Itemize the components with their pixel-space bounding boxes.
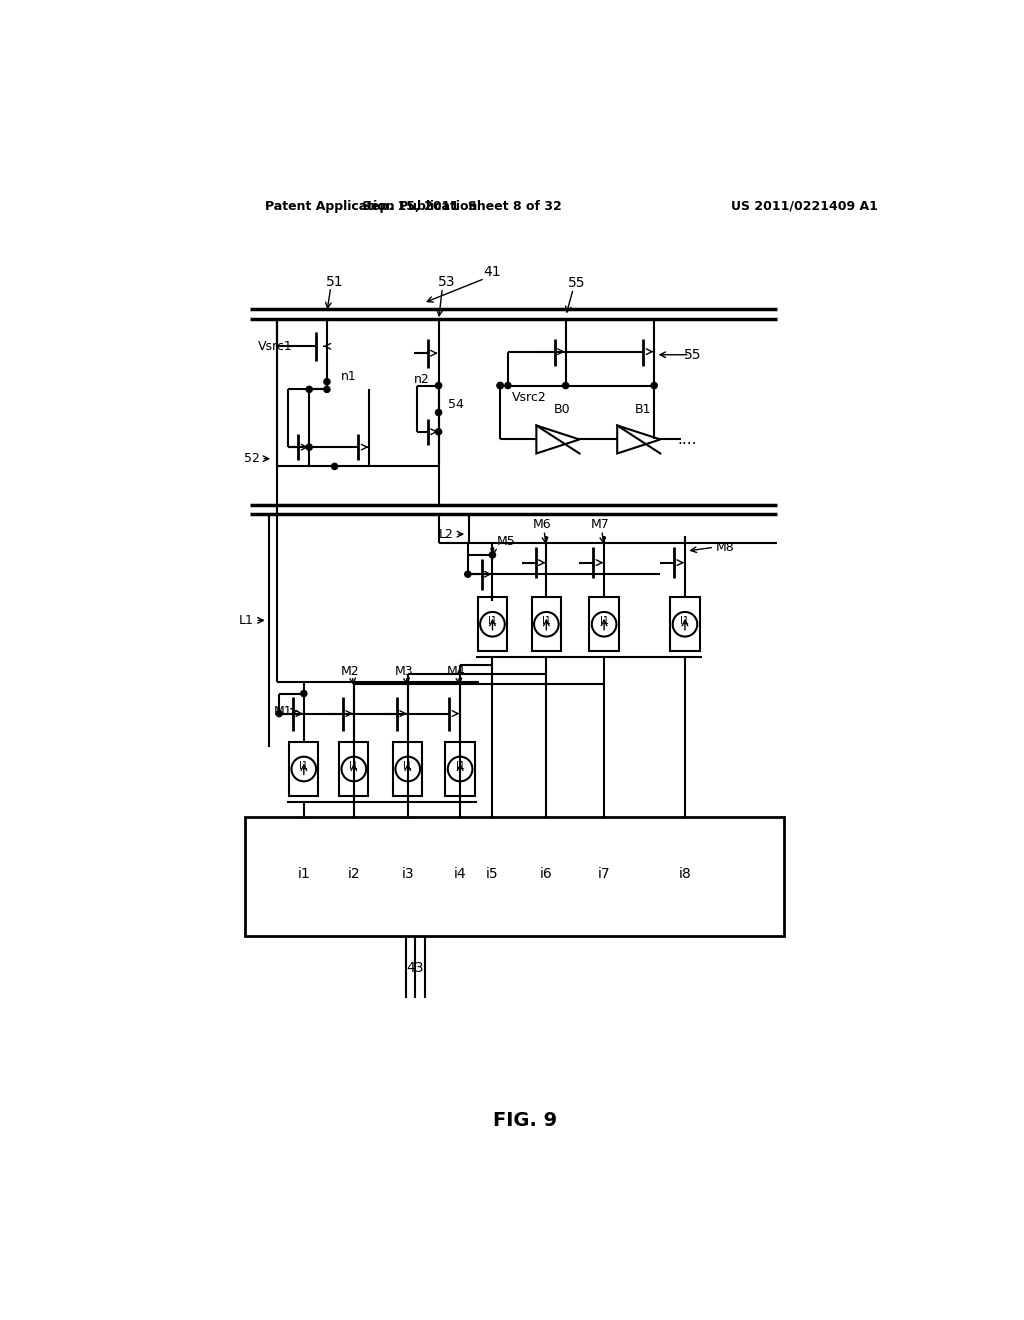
Text: M7: M7 — [591, 519, 609, 532]
Text: I1: I1 — [299, 760, 308, 771]
Text: 54: 54 — [447, 399, 464, 412]
Text: Vsrc1: Vsrc1 — [258, 339, 293, 352]
Text: i3: i3 — [401, 867, 414, 882]
Text: I1: I1 — [681, 616, 689, 626]
Text: 51: 51 — [326, 275, 343, 289]
Text: Patent Application Publication: Patent Application Publication — [265, 199, 477, 213]
Text: i2: i2 — [347, 867, 360, 882]
Text: 55: 55 — [684, 347, 701, 362]
Circle shape — [324, 379, 330, 385]
Bar — [531, 597, 561, 651]
Bar — [590, 597, 618, 651]
Text: B0: B0 — [553, 403, 570, 416]
Text: I1: I1 — [488, 616, 497, 626]
Text: I1: I1 — [349, 760, 358, 771]
Bar — [245, 817, 783, 936]
Text: Vsrc2: Vsrc2 — [512, 391, 547, 404]
Text: 55: 55 — [568, 276, 586, 290]
Circle shape — [435, 383, 441, 388]
Text: L1: L1 — [239, 614, 254, 627]
Text: I1: I1 — [542, 616, 551, 626]
Text: M1: M1 — [273, 705, 292, 718]
Circle shape — [306, 444, 312, 450]
Text: M8: M8 — [716, 541, 734, 554]
Bar — [393, 742, 422, 796]
Bar — [478, 597, 507, 651]
Bar — [671, 597, 699, 651]
Bar — [445, 742, 475, 796]
Bar — [339, 742, 369, 796]
Circle shape — [497, 383, 503, 388]
Text: i6: i6 — [540, 867, 553, 882]
Circle shape — [497, 383, 503, 388]
Text: 53: 53 — [437, 275, 455, 289]
Circle shape — [324, 387, 330, 392]
Text: i7: i7 — [598, 867, 610, 882]
Text: ....: .... — [677, 432, 696, 447]
Text: B1: B1 — [634, 403, 651, 416]
Circle shape — [489, 552, 496, 558]
Text: I1: I1 — [600, 616, 608, 626]
Text: M3: M3 — [394, 665, 414, 677]
Text: I1: I1 — [403, 760, 413, 771]
Text: Sep. 15, 2011  Sheet 8 of 32: Sep. 15, 2011 Sheet 8 of 32 — [361, 199, 561, 213]
Text: M6: M6 — [534, 519, 552, 532]
Text: n1: n1 — [341, 370, 356, 383]
Text: M2: M2 — [341, 665, 359, 677]
Text: i1: i1 — [297, 867, 310, 882]
Circle shape — [651, 383, 657, 388]
Text: M4: M4 — [446, 665, 466, 677]
Circle shape — [435, 429, 441, 434]
Circle shape — [332, 463, 338, 470]
Text: 41: 41 — [483, 265, 502, 280]
Text: US 2011/0221409 A1: US 2011/0221409 A1 — [731, 199, 878, 213]
Text: 43: 43 — [407, 961, 424, 975]
Text: M5: M5 — [497, 535, 515, 548]
Circle shape — [505, 383, 511, 388]
Text: i5: i5 — [486, 867, 499, 882]
Bar — [289, 742, 318, 796]
Circle shape — [276, 710, 283, 717]
Circle shape — [465, 572, 471, 577]
Text: L2: L2 — [439, 528, 454, 541]
Text: FIG. 9: FIG. 9 — [493, 1111, 557, 1130]
Text: n2: n2 — [414, 372, 429, 385]
Circle shape — [562, 383, 568, 388]
Text: 52: 52 — [244, 453, 260, 465]
Text: i4: i4 — [454, 867, 467, 882]
Text: I1: I1 — [456, 760, 465, 771]
Circle shape — [306, 387, 312, 392]
Text: i8: i8 — [679, 867, 691, 882]
Circle shape — [301, 690, 307, 697]
Circle shape — [435, 409, 441, 416]
